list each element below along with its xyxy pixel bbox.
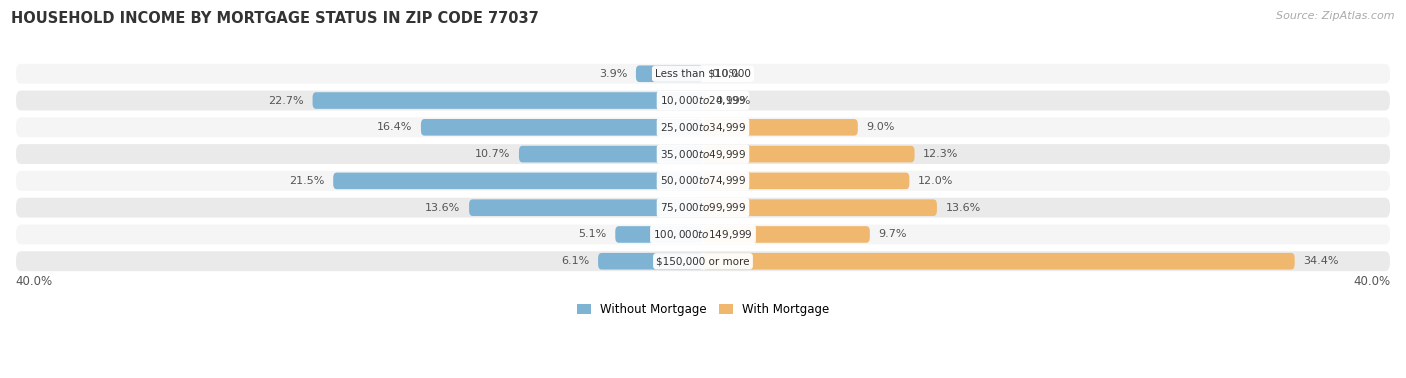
FancyBboxPatch shape (15, 90, 1391, 112)
Text: $150,000 or more: $150,000 or more (657, 256, 749, 266)
Text: 5.1%: 5.1% (578, 229, 606, 239)
Text: $50,000 to $74,999: $50,000 to $74,999 (659, 174, 747, 187)
Text: 34.4%: 34.4% (1303, 256, 1339, 266)
FancyBboxPatch shape (470, 199, 703, 216)
Text: 0.0%: 0.0% (711, 69, 740, 79)
Text: $35,000 to $49,999: $35,000 to $49,999 (659, 147, 747, 161)
Text: 3.9%: 3.9% (599, 69, 627, 79)
FancyBboxPatch shape (703, 146, 914, 163)
Text: 13.6%: 13.6% (945, 203, 981, 213)
FancyBboxPatch shape (15, 116, 1391, 138)
FancyBboxPatch shape (519, 146, 703, 163)
FancyBboxPatch shape (312, 92, 703, 109)
Text: 22.7%: 22.7% (269, 96, 304, 105)
FancyBboxPatch shape (703, 199, 936, 216)
FancyBboxPatch shape (15, 170, 1391, 192)
FancyBboxPatch shape (420, 119, 703, 136)
Text: 12.3%: 12.3% (924, 149, 959, 159)
FancyBboxPatch shape (703, 119, 858, 136)
Text: 6.1%: 6.1% (561, 256, 589, 266)
FancyBboxPatch shape (616, 226, 703, 243)
FancyBboxPatch shape (703, 253, 1295, 270)
Text: 0.19%: 0.19% (714, 96, 751, 105)
FancyBboxPatch shape (598, 253, 703, 270)
Text: 10.7%: 10.7% (475, 149, 510, 159)
FancyBboxPatch shape (15, 63, 1391, 85)
FancyBboxPatch shape (333, 173, 703, 189)
Text: 9.0%: 9.0% (866, 122, 894, 132)
Text: 40.0%: 40.0% (15, 275, 52, 288)
FancyBboxPatch shape (703, 226, 870, 243)
Text: Source: ZipAtlas.com: Source: ZipAtlas.com (1277, 11, 1395, 21)
FancyBboxPatch shape (636, 65, 703, 82)
FancyBboxPatch shape (15, 250, 1391, 272)
FancyBboxPatch shape (15, 197, 1391, 218)
FancyBboxPatch shape (703, 92, 706, 109)
Text: $10,000 to $24,999: $10,000 to $24,999 (659, 94, 747, 107)
Text: $100,000 to $149,999: $100,000 to $149,999 (654, 228, 752, 241)
Text: 16.4%: 16.4% (377, 122, 412, 132)
Text: $25,000 to $34,999: $25,000 to $34,999 (659, 121, 747, 134)
Text: 9.7%: 9.7% (879, 229, 907, 239)
Text: 12.0%: 12.0% (918, 176, 953, 186)
FancyBboxPatch shape (15, 143, 1391, 165)
FancyBboxPatch shape (703, 173, 910, 189)
Text: 13.6%: 13.6% (425, 203, 461, 213)
Legend: Without Mortgage, With Mortgage: Without Mortgage, With Mortgage (576, 303, 830, 316)
Text: 21.5%: 21.5% (290, 176, 325, 186)
Text: Less than $10,000: Less than $10,000 (655, 69, 751, 79)
FancyBboxPatch shape (15, 223, 1391, 245)
Text: $75,000 to $99,999: $75,000 to $99,999 (659, 201, 747, 214)
Text: HOUSEHOLD INCOME BY MORTGAGE STATUS IN ZIP CODE 77037: HOUSEHOLD INCOME BY MORTGAGE STATUS IN Z… (11, 11, 538, 26)
Text: 40.0%: 40.0% (1354, 275, 1391, 288)
